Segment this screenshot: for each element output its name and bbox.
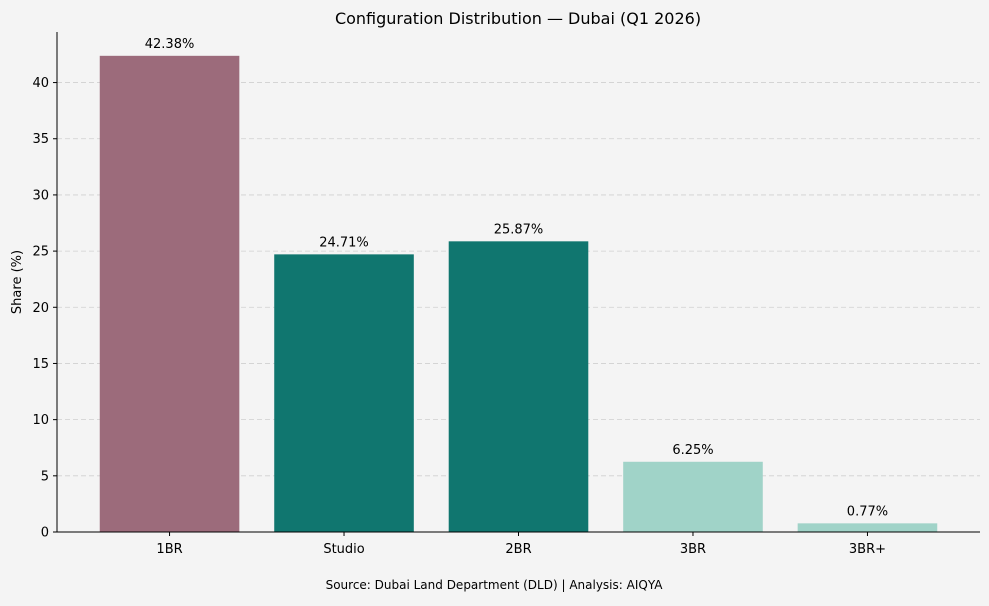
y-tick-label: 0 bbox=[41, 526, 49, 541]
bar-3br-plus bbox=[797, 523, 938, 532]
y-axis-label: Share (%) bbox=[10, 250, 25, 314]
x-tick-label: 3BR+ bbox=[849, 542, 886, 557]
data-label: 42.38% bbox=[145, 37, 195, 52]
x-tick-label: 3BR bbox=[680, 542, 706, 557]
y-tick-label: 30 bbox=[32, 188, 49, 203]
y-tick-label: 25 bbox=[32, 245, 49, 260]
x-tick-label: Studio bbox=[323, 542, 364, 557]
bar-1br bbox=[99, 55, 240, 533]
bar-3br bbox=[623, 461, 763, 532]
x-ticks: 1BR Studio 2BR 3BR 3BR+ bbox=[156, 532, 886, 557]
chart-title: Configuration Distribution — Dubai (Q1 2… bbox=[335, 9, 701, 28]
y-tick-label: 5 bbox=[41, 469, 49, 484]
y-tick-label: 20 bbox=[32, 301, 49, 316]
data-label: 24.71% bbox=[319, 235, 369, 250]
y-tick-label: 15 bbox=[32, 357, 49, 372]
y-tick-label: 40 bbox=[32, 76, 49, 91]
bar-2br bbox=[448, 241, 589, 532]
x-tick-label: 1BR bbox=[156, 542, 182, 557]
data-label: 6.25% bbox=[672, 443, 713, 458]
data-labels: 42.38% 24.71% 25.87% 6.25% 0.77% bbox=[145, 37, 888, 520]
bars bbox=[99, 55, 938, 533]
data-label: 0.77% bbox=[847, 504, 888, 519]
y-tick-label: 35 bbox=[32, 132, 49, 147]
y-tick-label: 10 bbox=[32, 413, 49, 428]
x-tick-label: 2BR bbox=[505, 542, 531, 557]
source-footnote: Source: Dubai Land Department (DLD) | An… bbox=[326, 578, 664, 592]
y-ticks: 0 5 10 15 20 25 30 35 40 bbox=[32, 76, 57, 541]
data-label: 25.87% bbox=[494, 222, 544, 237]
bar-studio bbox=[274, 254, 414, 532]
